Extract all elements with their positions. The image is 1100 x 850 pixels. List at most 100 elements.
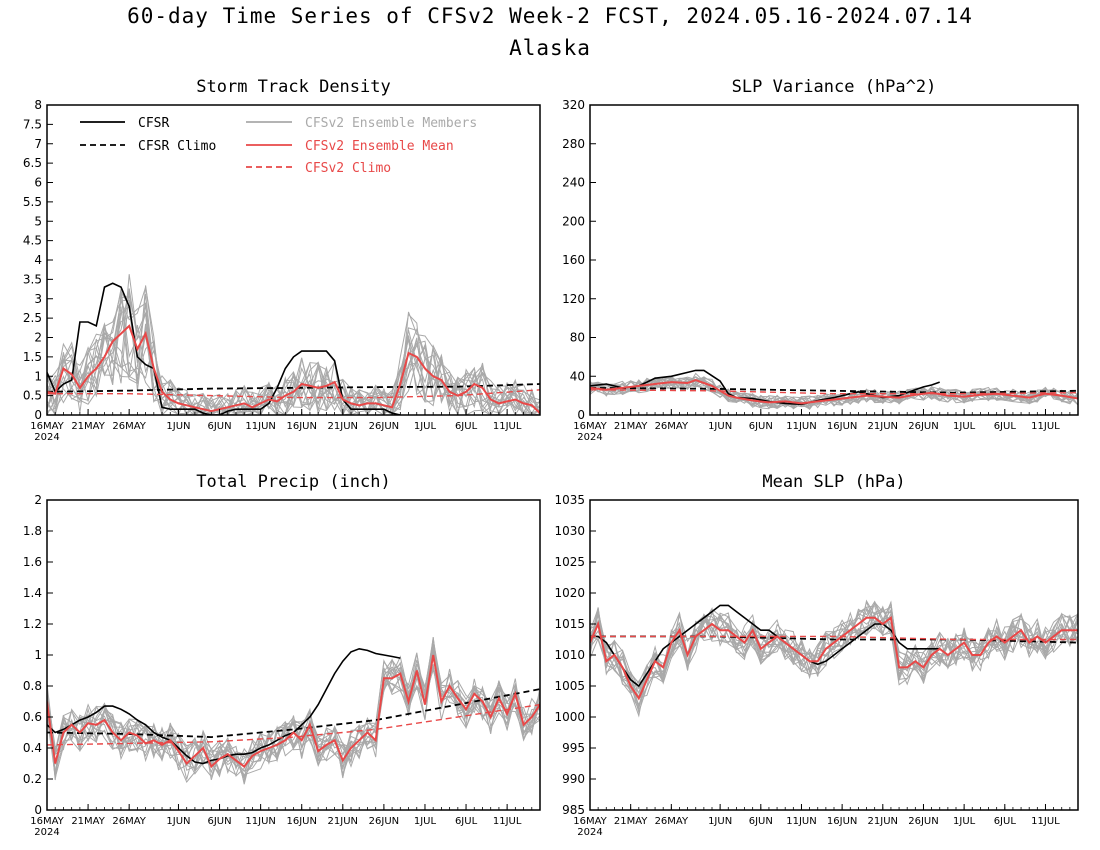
legend-cfsr-label: CFSR: [138, 116, 169, 131]
y-tick-label: 0.8: [23, 679, 42, 693]
x-tick-label: 6JUN: [749, 816, 773, 827]
ensemble-member-line: [590, 607, 1078, 690]
x-tick-label: 11JUN: [245, 421, 275, 432]
panel-2: SLP Variance (hPa^2) 0 40 80 120 160 200 240 280…: [562, 77, 1079, 443]
y-tick-label: 995: [562, 741, 585, 755]
year-label: 2024: [34, 432, 59, 443]
x-tick-label: 21MAY: [614, 816, 648, 827]
ensemble-member-line: [47, 652, 540, 775]
x-tick-label: 11JUL: [493, 421, 522, 432]
y-tick-label: 1035: [554, 493, 585, 507]
panel-3: Total Precip (inch) 0 0.2 0.4 0.6 0.8 1 1.2 1.4 1…: [23, 472, 541, 838]
x-tick-label: 6JUL: [994, 421, 1017, 432]
y-tick-label: 7: [34, 137, 42, 151]
y-tick-label: 0.5: [23, 389, 42, 403]
ensemble-member-line: [590, 608, 1078, 714]
x-tick-label: 21MAY: [614, 421, 648, 432]
y-tick-label: 0.2: [23, 772, 42, 786]
series-cfsv2-climo: [590, 389, 1078, 395]
y-tick-label: 80: [570, 331, 585, 345]
ensemble-member-line: [590, 380, 1078, 407]
x-tick-label: 16MAY: [573, 816, 607, 827]
series-cfsr-climo: [590, 387, 1078, 394]
series-cfsv2-ensemble-mean: [590, 615, 1078, 701]
x-tick-label: 26JUN: [369, 816, 399, 827]
y-tick-label: 1: [34, 648, 42, 662]
y-tick-label: 2.5: [23, 311, 42, 325]
y-tick-label: 0: [34, 408, 42, 422]
x-tick-label: 16MAY: [573, 421, 607, 432]
y-tick-label: 3.5: [23, 272, 42, 286]
y-tick-label: 240: [562, 176, 585, 190]
ensemble-member-line: [47, 311, 540, 415]
y-tick-label: 1.8: [23, 524, 42, 538]
y-tick-label: 1.4: [23, 586, 42, 600]
y-tick-label: 5.5: [23, 195, 42, 209]
x-tick-label: 11JUN: [786, 421, 816, 432]
legend-climo-label: CFSv2 Climo: [305, 161, 391, 176]
x-tick-label: 26MAY: [112, 421, 146, 432]
y-tick-label: 1025: [554, 555, 585, 569]
plot-frame: [46, 104, 541, 416]
y-tick-label: 1: [34, 369, 42, 383]
ensemble-member-line: [47, 658, 540, 769]
x-tick-label: 11JUL: [493, 816, 522, 827]
x-tick-label: 21JUN: [868, 816, 898, 827]
ensemble-member-line: [590, 377, 1078, 408]
x-tick-label: 1JUL: [414, 816, 437, 827]
y-tick-label: 1005: [554, 679, 585, 693]
x-tick-label: 16JUN: [827, 816, 857, 827]
x-tick-label: 26MAY: [655, 421, 689, 432]
y-tick-label: 120: [562, 292, 585, 306]
y-tick-label: 6.5: [23, 156, 42, 170]
x-tick-label: 1JUN: [708, 816, 732, 827]
legend-members-label: CFSv2 Ensemble Members: [305, 116, 477, 131]
x-tick-label: 26MAY: [655, 816, 689, 827]
panel-4: Mean SLP (hPa) 985 990 995 1000 1005 1010 1015 1…: [554, 472, 1079, 838]
ensemble-member-line: [47, 293, 540, 415]
x-tick-label: 26JUN: [908, 421, 938, 432]
x-tick-label: 11JUL: [1031, 421, 1060, 432]
y-tick-label: 0: [577, 408, 585, 422]
x-tick-label: 6JUN: [749, 421, 773, 432]
series-cfsr-climo: [47, 383, 540, 393]
plot-area: [590, 599, 1078, 718]
x-tick-label: 1JUL: [953, 421, 976, 432]
series-cfsv2-ensemble-mean: [590, 379, 1078, 405]
y-tick-label: 200: [562, 214, 585, 228]
y-tick-label: 1.5: [23, 350, 42, 364]
x-tick-label: 16MAY: [30, 421, 64, 432]
y-tick-label: 8: [34, 98, 42, 112]
y-tick-label: 5: [34, 214, 42, 228]
y-tick-label: 6: [34, 176, 42, 190]
ensemble-member-line: [47, 313, 540, 415]
x-tick-label: 21JUN: [328, 421, 358, 432]
year-label: 2024: [577, 432, 602, 443]
figure-subtitle: Alaska: [509, 36, 591, 60]
ensemble-member-line: [590, 607, 1078, 718]
y-tick-label: 3: [34, 292, 42, 306]
x-tick-label: 16JUN: [286, 816, 316, 827]
y-tick-label: 4.5: [23, 234, 42, 248]
y-tick-label: 1015: [554, 617, 585, 631]
panel-title: Mean SLP (hPa): [762, 472, 905, 492]
plot-area: [47, 274, 540, 415]
x-tick-label: 21MAY: [71, 421, 105, 432]
year-label: 2024: [577, 827, 602, 838]
x-tick-label: 16JUN: [827, 421, 857, 432]
y-tick-label: 4: [34, 253, 42, 267]
x-tick-label: 1JUN: [166, 816, 190, 827]
legend: CFSR CFSR Climo CFSv2 Ensemble Members CFSv…: [80, 116, 477, 176]
y-tick-label: 7.5: [23, 117, 42, 131]
y-tick-label: 2: [34, 331, 42, 345]
series-cfsv2-climo: [47, 389, 540, 399]
y-tick-label: 0.4: [23, 741, 42, 755]
ensemble-member-line: [47, 302, 540, 415]
y-tick-label: 985: [562, 803, 585, 817]
y-tick-label: 1020: [554, 586, 585, 600]
plot-frame: [589, 104, 1079, 416]
y-tick-label: 1030: [554, 524, 585, 538]
series-cfsv2-ensemble-mean: [47, 654, 540, 769]
y-tick-label: 1000: [554, 710, 585, 724]
